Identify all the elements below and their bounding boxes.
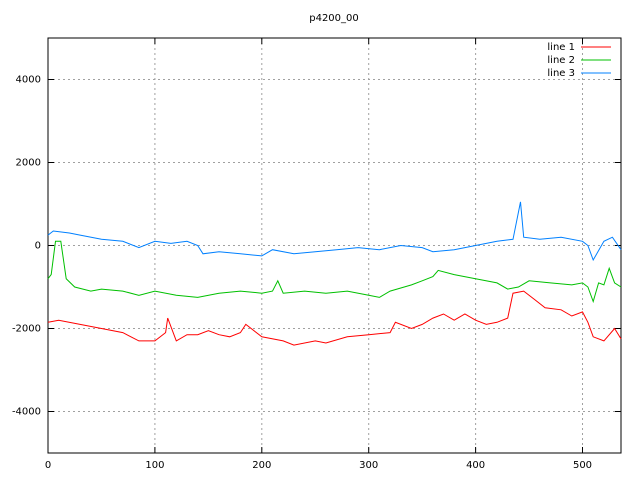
data-line <box>47 201 622 262</box>
x-tick-label: 400 <box>466 460 485 471</box>
data-line <box>47 290 622 346</box>
x-tick-label: 100 <box>145 460 164 471</box>
y-tick-label: -2000 <box>12 324 41 335</box>
legend-label: line 1 <box>547 42 575 53</box>
plot-border <box>47 37 622 454</box>
y-tick-label: 0 <box>35 241 41 252</box>
legend-label: line 2 <box>547 55 575 66</box>
x-tick-label: 0 <box>45 460 51 471</box>
data-line <box>47 240 622 304</box>
y-tick-label: 4000 <box>16 75 41 86</box>
x-tick-label: 500 <box>573 460 592 471</box>
legend-label: line 3 <box>547 68 575 79</box>
x-tick-label: 200 <box>252 460 271 471</box>
chart-title: p4200_00 <box>309 13 359 24</box>
y-tick-label: -4000 <box>12 407 41 418</box>
y-tick-label: 2000 <box>16 158 41 169</box>
x-tick-label: 300 <box>359 460 378 471</box>
